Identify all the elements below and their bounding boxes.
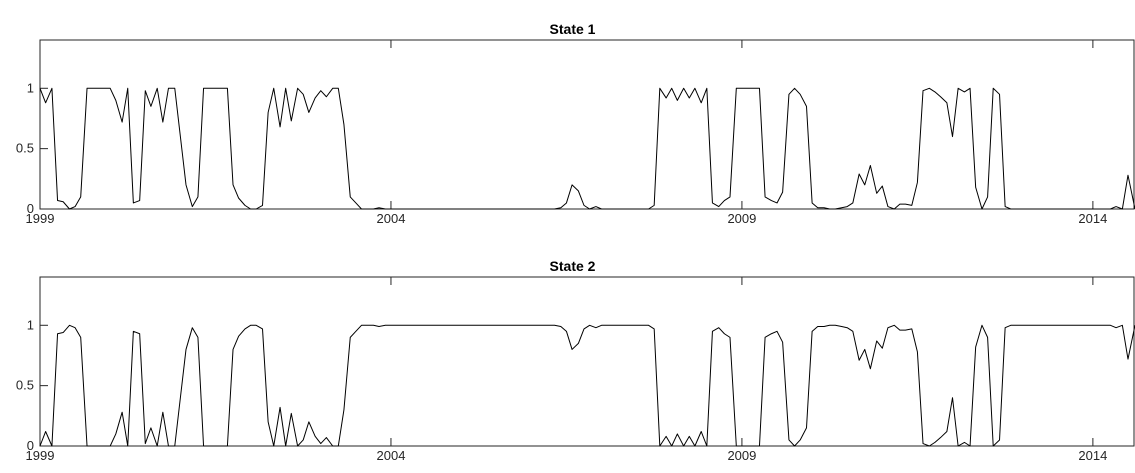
- y-tick-label: 0: [27, 201, 34, 216]
- x-tick-label: 1999: [26, 211, 55, 226]
- x-tick-label: 1999: [26, 448, 55, 463]
- state-1-panel: State 1 1999 2004 2009 2014 0 0.5 1: [16, 21, 1135, 226]
- series-line: [39, 87, 1135, 210]
- axes-box: [39, 276, 1135, 447]
- y-tick-label: 0.5: [16, 378, 34, 393]
- y-tick-label: 1: [27, 317, 34, 332]
- y-tick-label: 0: [27, 438, 34, 453]
- state-2-panel: State 2 1999 2004 2009 2014 0 0.5 1: [16, 258, 1135, 463]
- x-tick-label: 2009: [727, 211, 756, 226]
- axes-box: [39, 39, 1135, 210]
- chart-title: State 2: [550, 258, 596, 274]
- y-tick-label: 1: [27, 80, 34, 95]
- x-tick-label: 2014: [1078, 211, 1107, 226]
- x-tick-label: 2009: [727, 448, 756, 463]
- series-line: [39, 324, 1135, 447]
- x-tick-label: 2004: [377, 211, 406, 226]
- y-tick-label: 0.5: [16, 141, 34, 156]
- x-tick-label: 2014: [1078, 448, 1107, 463]
- x-tick-label: 2004: [377, 448, 406, 463]
- chart-title: State 1: [550, 21, 596, 37]
